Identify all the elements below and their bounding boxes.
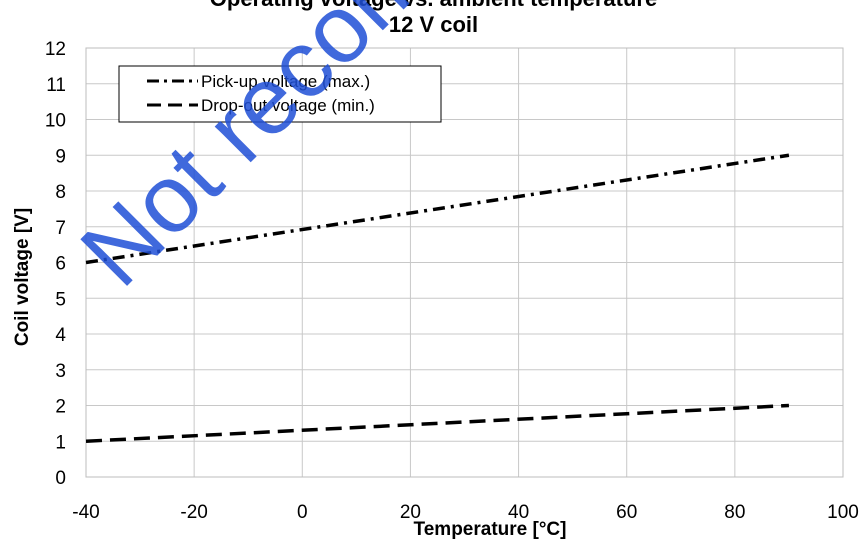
x-tick-label: -40	[72, 502, 99, 523]
x-tick-labels: -40 -20 0 20 40 60 80 100	[72, 502, 859, 523]
x-tick-label: 40	[508, 502, 529, 523]
y-axis-label: Coil voltage [V]	[12, 208, 33, 346]
series-line-pickup	[85, 153, 790, 265]
y-tick-label: 8	[55, 182, 66, 203]
legend-label-pickup: Pick-up voltage (max.)	[201, 72, 370, 91]
series-line-dropout	[85, 403, 790, 443]
x-tick-label: 20	[400, 502, 421, 523]
x-axis-label: Temperature [°C]	[414, 519, 567, 540]
legend-box	[118, 65, 442, 123]
chart-title: Operating voltage vs. ambient temperatur…	[0, 0, 867, 12]
legend: Pick-up voltage (max.) Drop-out voltage …	[118, 65, 442, 123]
y-tick-label: 2	[55, 397, 66, 418]
y-tick-label: 4	[55, 325, 66, 346]
x-tick-label: 100	[827, 502, 859, 523]
x-tick-label: -20	[180, 502, 207, 523]
y-tick-label: 6	[55, 254, 66, 275]
y-tick-label: 12	[45, 39, 66, 60]
y-tick-label: 9	[55, 146, 66, 167]
y-tick-label: 1	[55, 432, 66, 453]
y-tick-label: 10	[45, 111, 66, 132]
series-lines	[85, 153, 790, 443]
y-tick-label: 0	[55, 468, 66, 489]
x-tick-label: 80	[724, 502, 745, 523]
x-tick-label: 60	[616, 502, 637, 523]
x-tick-label: 0	[297, 502, 308, 523]
y-tick-label: 11	[46, 75, 66, 96]
y-tick-label: 5	[55, 289, 66, 310]
chart-subtitle: 12 V coil	[388, 12, 479, 37]
legend-label-dropout: Drop-out voltage (min.)	[201, 96, 375, 115]
y-tick-label: 3	[55, 361, 66, 382]
y-tick-label: 7	[55, 218, 66, 239]
